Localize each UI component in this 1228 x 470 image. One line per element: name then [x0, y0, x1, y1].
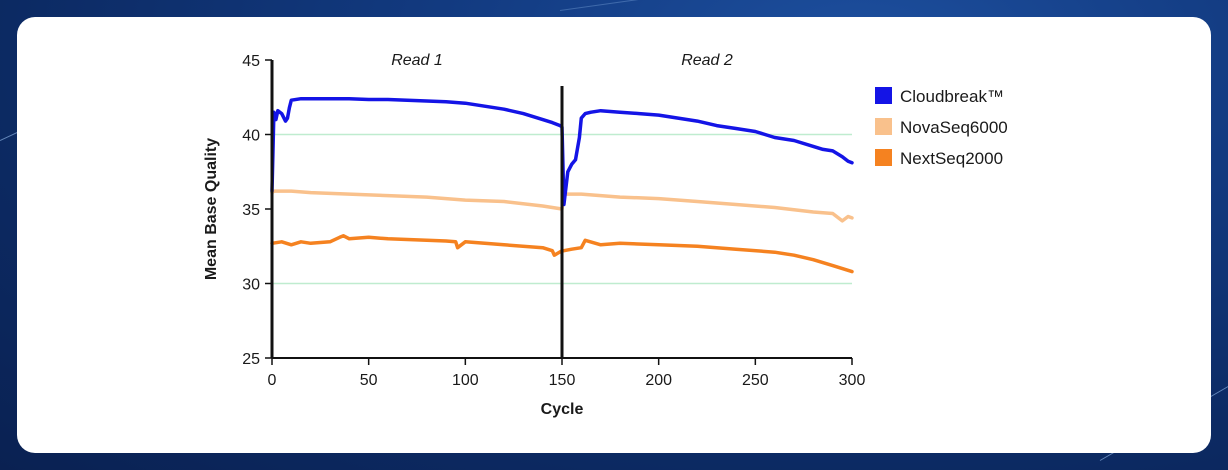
- x-ticks: 0 50 100 150 200 250 300: [268, 358, 866, 389]
- chart-card: 0 50 100 150 200 250 300 25 30 35 40 45 Cycle Mean…: [17, 17, 1211, 453]
- background-streak: [559, 0, 739, 11]
- x-tick-label: 250: [742, 372, 769, 389]
- read-2-label: Read 2: [681, 52, 733, 69]
- x-tick-label: 50: [360, 372, 378, 389]
- y-tick-label: 30: [242, 277, 260, 294]
- line-chart: 0 50 100 150 200 250 300 25 30 35 40 45 Cycle Mean…: [203, 52, 1008, 418]
- read-1-label: Read 1: [391, 52, 443, 69]
- legend-label: NextSeq2000: [900, 149, 1003, 168]
- legend: Cloudbreak™ NovaSeq6000 NextSeq2000: [875, 87, 1008, 168]
- x-tick-label: 300: [839, 372, 866, 389]
- legend-label: NovaSeq6000: [900, 118, 1008, 137]
- legend-label: Cloudbreak™: [900, 87, 1004, 106]
- legend-swatch: [875, 87, 892, 104]
- y-tick-label: 40: [242, 128, 260, 145]
- legend-swatch: [875, 149, 892, 166]
- y-tick-label: 35: [242, 202, 260, 219]
- x-tick-label: 0: [268, 372, 277, 389]
- x-axis-title: Cycle: [541, 401, 584, 418]
- legend-swatch: [875, 118, 892, 135]
- y-tick-label: 45: [242, 53, 260, 70]
- y-ticks: 25 30 35 40 45: [242, 53, 272, 368]
- x-tick-label: 150: [549, 372, 576, 389]
- series-line-2: [270, 234, 854, 274]
- x-tick-label: 200: [645, 372, 672, 389]
- x-tick-label: 100: [452, 372, 479, 389]
- y-tick-label: 25: [242, 351, 260, 368]
- y-axis-title: Mean Base Quality: [203, 138, 220, 280]
